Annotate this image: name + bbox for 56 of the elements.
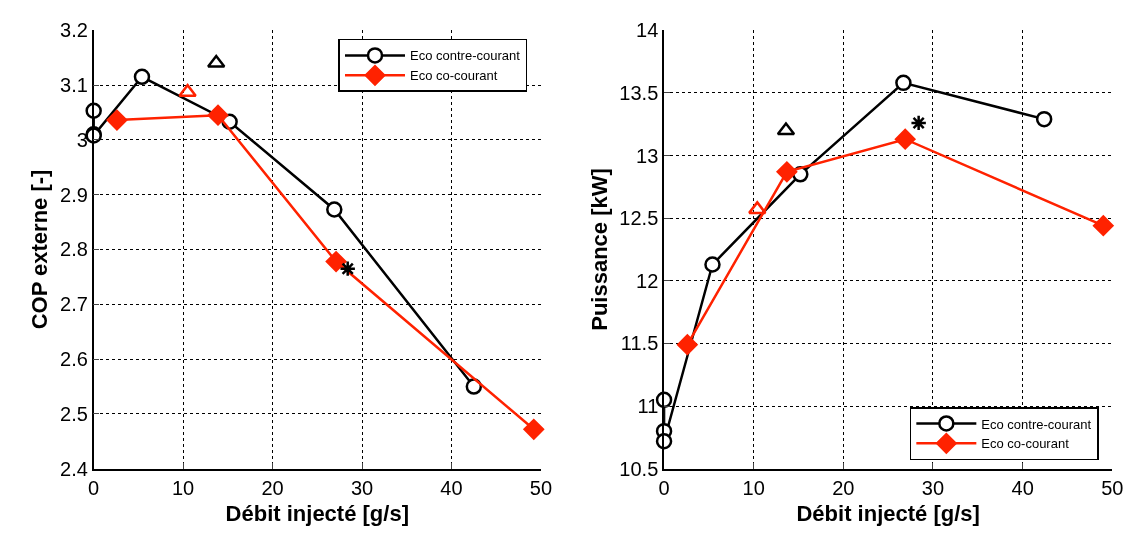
legend-label: Eco contre-courant [410, 48, 521, 64]
point [776, 122, 796, 136]
y-tick-label: 12.5 [619, 207, 659, 230]
point [704, 256, 721, 273]
point [677, 334, 698, 356]
legend-label: Eco contre-courant [981, 416, 1092, 432]
y-tick-label: 11 [637, 395, 659, 418]
point [326, 201, 343, 218]
y-tick-label: 10.5 [619, 457, 659, 480]
y-tick-label: 11.5 [620, 332, 659, 355]
x-tick-label: 40 [440, 476, 463, 499]
y-tick-label: 2.4 [60, 457, 88, 480]
y-axis-title: COP externe [-] [27, 169, 53, 330]
legend-label: Eco co-courant [410, 68, 498, 84]
y-tick-label: 13 [636, 144, 659, 167]
y-tick-label: 12 [636, 269, 659, 292]
x-tick-label: 50 [1101, 476, 1124, 499]
point [178, 83, 197, 97]
y-tick-label: 3.1 [60, 74, 88, 97]
point [339, 260, 357, 278]
x-tick-label: 20 [832, 476, 855, 499]
legend-label: Eco co-courant [981, 436, 1070, 452]
x-tick-label: 40 [1011, 476, 1034, 499]
point [207, 104, 229, 126]
y-axis-title: Puissance [kW] [586, 168, 612, 331]
y-tick-label: 14 [636, 19, 659, 42]
point [133, 68, 151, 86]
point [325, 251, 347, 272]
x-axis-title: Débit injecté [g/s] [796, 500, 980, 526]
point [776, 161, 798, 183]
y-tick-label: 2.9 [60, 183, 88, 206]
point [747, 201, 767, 215]
y-tick-label: 3.2 [60, 19, 88, 42]
point [106, 109, 128, 131]
x-tick-label: 30 [921, 476, 945, 499]
y-tick-label: 2.8 [60, 238, 88, 261]
point [1092, 215, 1114, 237]
point [894, 128, 916, 150]
x-axis-title: Débit injecté [g/s] [225, 500, 409, 526]
x-tick-label: 0 [658, 476, 670, 499]
point [1035, 110, 1053, 128]
point [523, 418, 545, 440]
x-tick-label: 10 [742, 476, 765, 499]
x-tick-label: 20 [261, 476, 284, 499]
y-tick-label: 2.6 [60, 348, 88, 371]
y-tick-label: 3 [76, 128, 88, 151]
x-tick-label: 0 [88, 476, 100, 499]
point [910, 114, 928, 132]
x-tick-label: 30 [350, 476, 374, 499]
x-tick-label: 50 [529, 476, 553, 499]
y-tick-label: 2.7 [60, 293, 88, 316]
x-tick-label: 10 [172, 476, 195, 499]
y-tick-label: 2.5 [60, 402, 88, 425]
y-tick-label: 13.5 [619, 81, 659, 104]
point [895, 74, 912, 92]
point [206, 54, 226, 68]
